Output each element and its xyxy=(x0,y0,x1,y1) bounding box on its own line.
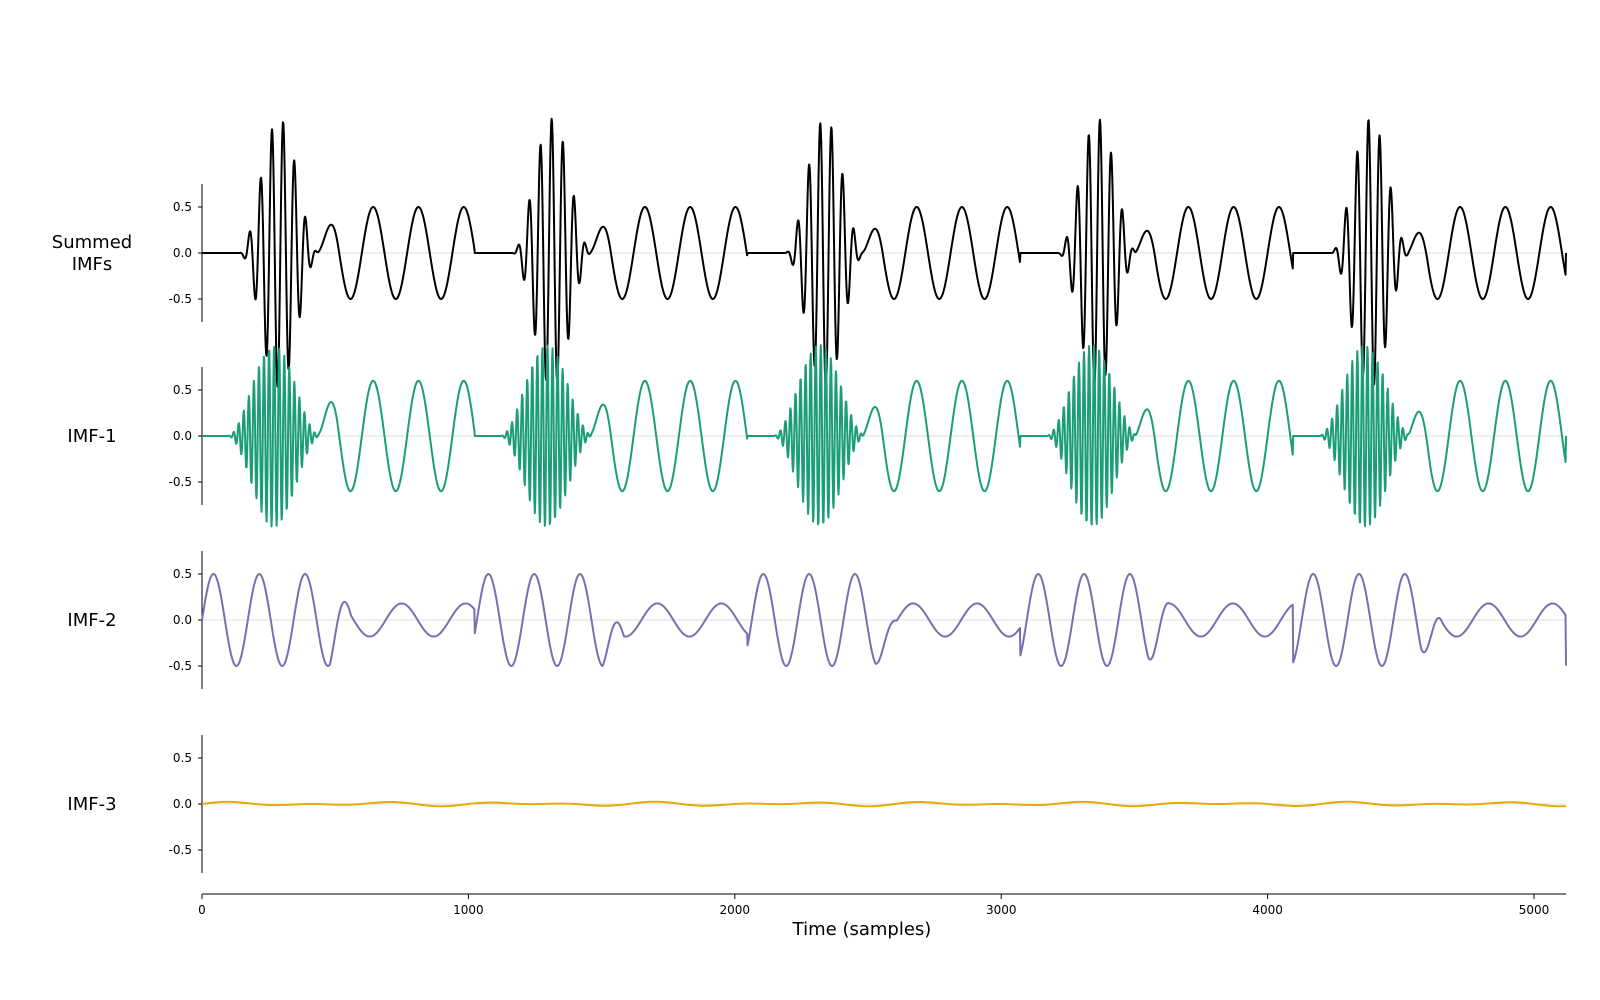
series-label: Summed xyxy=(52,232,132,253)
y-tick-label: -0.5 xyxy=(169,475,192,489)
x-tick-label: 0 xyxy=(198,903,206,917)
y-tick-label: 0.0 xyxy=(173,797,192,811)
x-tick-label: 4000 xyxy=(1252,903,1283,917)
series-line xyxy=(201,344,1567,528)
y-tick-label: 0.0 xyxy=(173,429,192,443)
panel-3: 0.5 0.0 -0.5 IMF-2 xyxy=(67,551,1567,689)
y-tick-label: 0.5 xyxy=(173,751,192,765)
series-line xyxy=(201,800,1567,808)
y-tick-label: 0.5 xyxy=(173,567,192,581)
x-tick-label: 3000 xyxy=(986,903,1017,917)
series-label: IMF-1 xyxy=(67,426,116,447)
series-line xyxy=(201,573,1567,667)
panel-4: 0.5 0.0 -0.5 IMF-3 xyxy=(67,735,1567,873)
panel-2: 0.5 0.0 -0.5 IMF-1 xyxy=(67,344,1567,528)
y-tick-label: 0.5 xyxy=(173,200,192,214)
y-tick-label: -0.5 xyxy=(169,659,192,673)
y-tick-label: -0.5 xyxy=(169,843,192,857)
y-tick-label: 0.5 xyxy=(173,383,192,397)
y-tick-label: 0.0 xyxy=(173,246,192,260)
x-tick-label: 5000 xyxy=(1519,903,1550,917)
series-label: IMFs xyxy=(72,254,113,275)
x-tick-label: 1000 xyxy=(453,903,484,917)
x-axis-title: Time (samples) xyxy=(792,919,932,940)
series-label: IMF-3 xyxy=(67,794,116,815)
y-tick-label: 0.0 xyxy=(173,613,192,627)
x-tick-label: 2000 xyxy=(720,903,751,917)
y-tick-label: -0.5 xyxy=(169,292,192,306)
series-label: IMF-2 xyxy=(67,610,116,631)
x-axis: 0 1000 2000 3000 4000 5000 xyxy=(198,893,1566,917)
panels: 0.50.0-0.5SummedIMFs0.50.0-0.5IMF-10.50.… xyxy=(52,117,1567,873)
series-line xyxy=(201,117,1567,389)
